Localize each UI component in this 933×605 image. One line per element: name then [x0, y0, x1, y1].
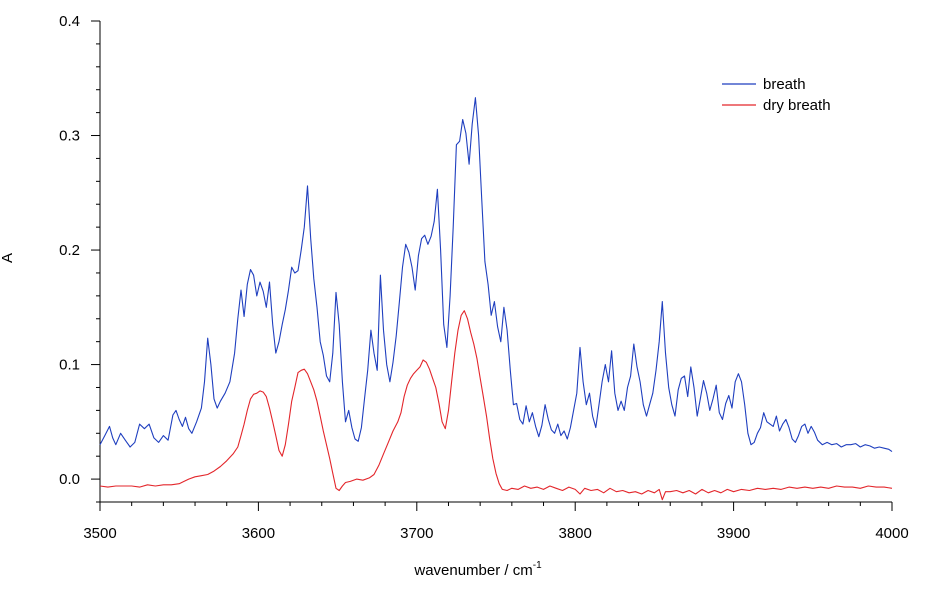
- x-axis-label-superscript: -1: [533, 560, 542, 571]
- x-tick-label: 4000: [875, 525, 908, 542]
- x-axis-label-text: wavenumber / cm: [413, 562, 532, 579]
- x-tick-label: 3700: [400, 525, 433, 542]
- series-layer: [99, 97, 893, 501]
- x-tick-label: 3600: [242, 525, 275, 542]
- y-tick-label: 0.4: [59, 13, 80, 30]
- y-tick-label: 0.3: [59, 128, 80, 145]
- y-axis-label: A: [0, 253, 16, 263]
- legend-label-dry-breath: dry breath: [763, 97, 831, 114]
- x-axis-label: wavenumber / cm-1: [413, 560, 542, 579]
- y-tick-label: 0.1: [59, 357, 80, 374]
- legend-label-breath: breath: [763, 76, 806, 93]
- y-tick-label: 0.0: [59, 471, 80, 488]
- y-tick-label: 0.2: [59, 242, 80, 259]
- series-line-dry-breath: [99, 310, 893, 501]
- x-tick-label: 3800: [559, 525, 592, 542]
- series-line-breath: [99, 97, 893, 453]
- x-tick-label: 3500: [83, 525, 116, 542]
- chart-axes: 0.0 0.1 0.2 0.3 0.4 3500 3600 3700 3800 3900 4000: [59, 13, 909, 542]
- x-tick-label: 3900: [717, 525, 750, 542]
- legend: breath dry breath: [722, 76, 831, 114]
